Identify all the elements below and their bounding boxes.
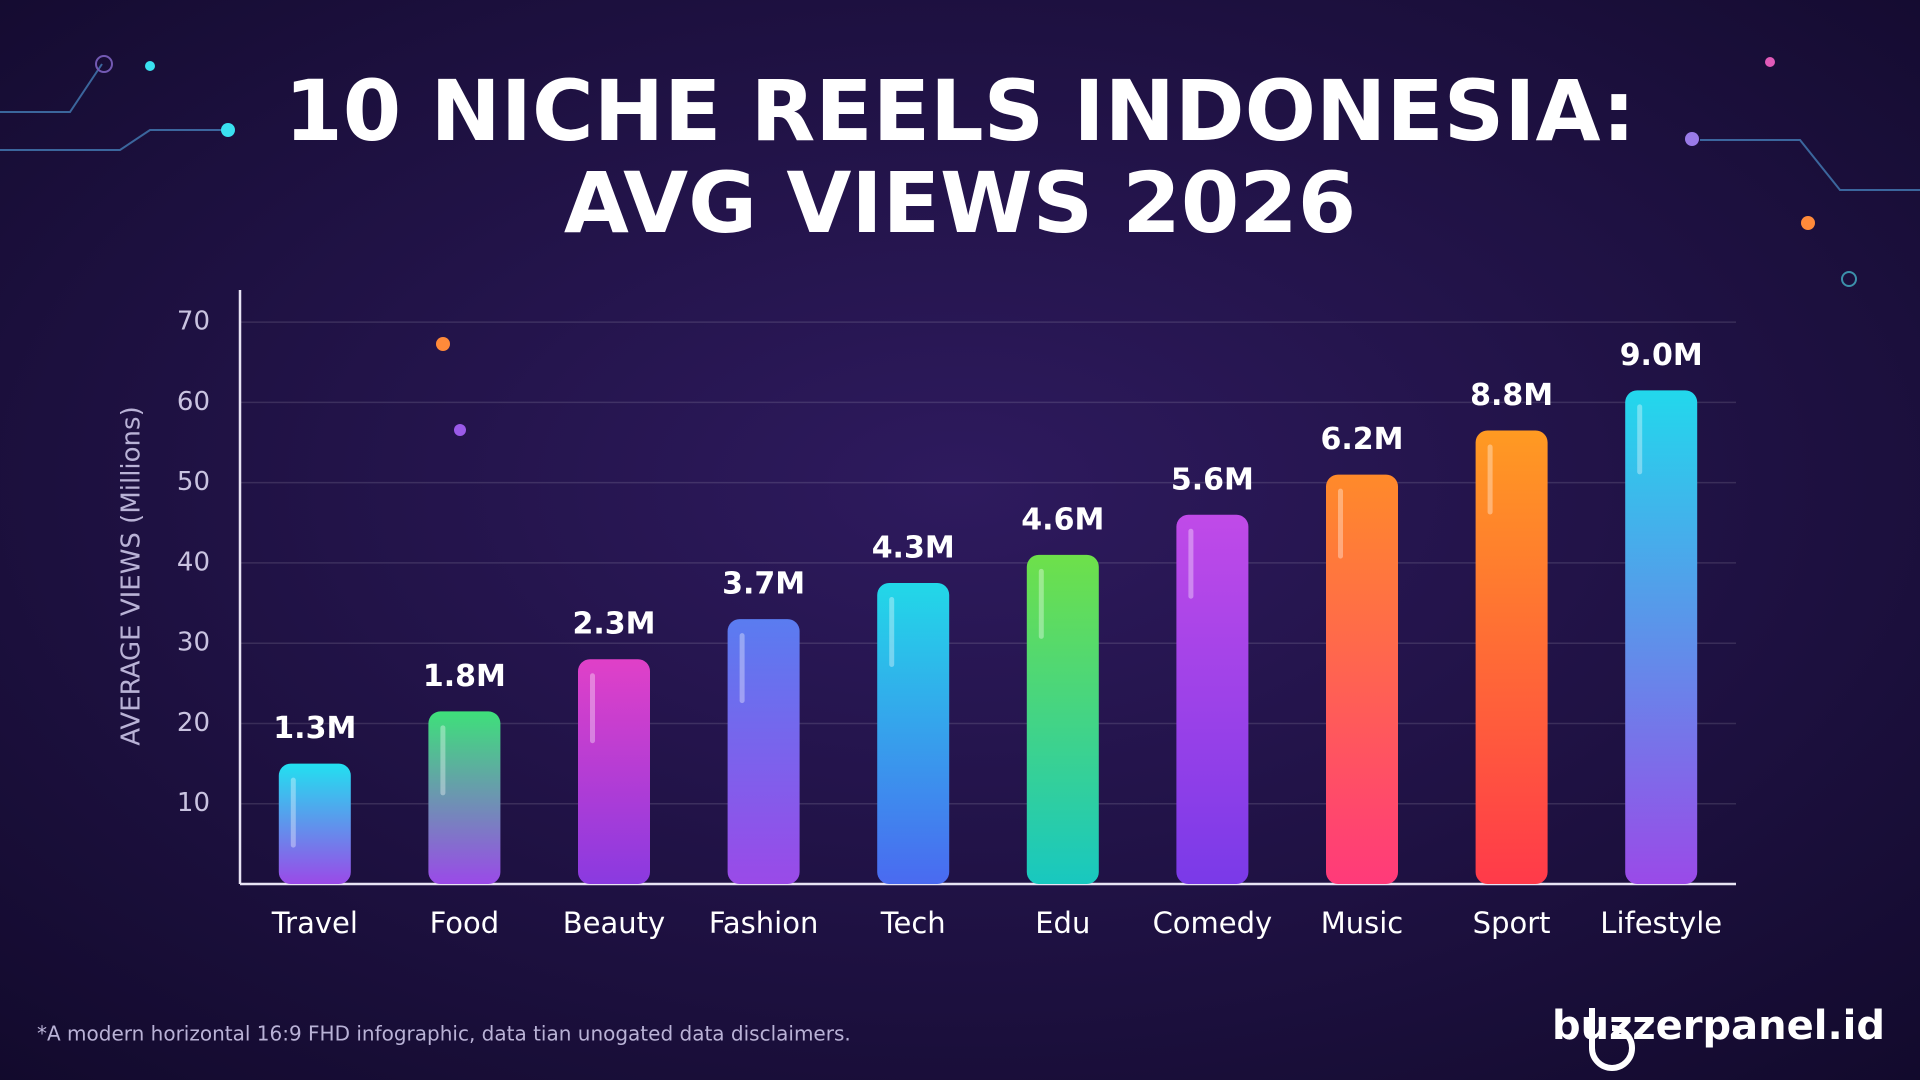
bar-highlight	[1338, 488, 1343, 559]
chart-title: 10 NICHE REELS INDONESIA:	[284, 62, 1635, 160]
x-tick-label: Fashion	[709, 906, 818, 940]
bar-highlight	[1487, 444, 1493, 515]
decoration	[0, 55, 1920, 287]
dot	[1685, 132, 1699, 146]
brand-logo: buzzerpanel.id	[1552, 1003, 1885, 1071]
bar-highlight	[1038, 568, 1044, 639]
bar-label: 9.0M	[1620, 338, 1703, 373]
bar-label: 2.3M	[573, 607, 656, 642]
x-tick-label: Sport	[1473, 906, 1551, 940]
y-axis-label: AVERAGE VIEWS (Millions)	[117, 406, 147, 745]
dot	[1765, 57, 1775, 67]
bar-highlight	[1637, 404, 1643, 475]
dot	[221, 123, 235, 137]
x-tick-label: Edu	[1035, 906, 1090, 940]
bar-label: 8.8M	[1470, 378, 1553, 413]
x-tick-label: Beauty	[563, 906, 665, 940]
bar-highlight	[1188, 528, 1194, 599]
bar	[877, 582, 950, 884]
bar	[1026, 554, 1099, 884]
y-tick-label: 70	[177, 307, 210, 337]
bar-label: 4.6M	[1021, 502, 1104, 537]
bar	[727, 619, 800, 884]
bar-label: 1.3M	[273, 711, 356, 746]
dot	[454, 424, 466, 436]
bar	[278, 763, 351, 884]
chart-title: AVG VIEWS 2026	[564, 154, 1356, 252]
bar	[1475, 430, 1548, 884]
x-tick-label: Comedy	[1153, 906, 1273, 940]
y-tick-label: 10	[177, 788, 210, 818]
y-tick-label: 60	[177, 387, 210, 417]
x-tick-label: Travel	[271, 906, 358, 940]
bar-label: 6.2M	[1321, 422, 1404, 457]
bar-highlight	[290, 777, 296, 848]
bar	[1625, 390, 1698, 884]
bar-label: 4.3M	[872, 530, 955, 565]
bar	[578, 659, 650, 884]
circuit-line	[0, 129, 228, 151]
circuit-line	[0, 63, 103, 113]
bar-highlight	[739, 633, 745, 704]
x-tick-label: Lifestyle	[1600, 906, 1722, 940]
bar-label: 5.6M	[1171, 462, 1254, 497]
y-tick-label: 50	[177, 467, 210, 497]
bar-highlight	[889, 596, 895, 667]
x-tick-label: Music	[1321, 906, 1404, 940]
dot	[145, 61, 155, 71]
dot	[436, 337, 450, 351]
dot	[1841, 271, 1857, 287]
dot	[1801, 216, 1815, 230]
bar-label: 1.8M	[423, 659, 506, 694]
brand-name: buzzerpanel.id	[1552, 1003, 1885, 1049]
brand-icon	[1589, 1008, 1635, 1071]
bar	[1176, 514, 1249, 884]
bar	[1326, 474, 1398, 884]
bar-highlight	[440, 725, 446, 796]
y-tick-label: 40	[177, 547, 210, 577]
circuit-line	[1700, 139, 1920, 191]
footnote: *A modern horizontal 16:9 FHD infographi…	[37, 1022, 851, 1046]
y-tick-label: 20	[177, 708, 210, 738]
bar	[428, 711, 501, 884]
x-tick-label: Food	[430, 906, 500, 940]
dot	[95, 55, 113, 73]
bar-label: 3.7M	[722, 567, 805, 602]
y-tick-label: 30	[177, 628, 210, 658]
x-tick-label: Tech	[880, 906, 946, 940]
bar-highlight	[590, 673, 595, 744]
